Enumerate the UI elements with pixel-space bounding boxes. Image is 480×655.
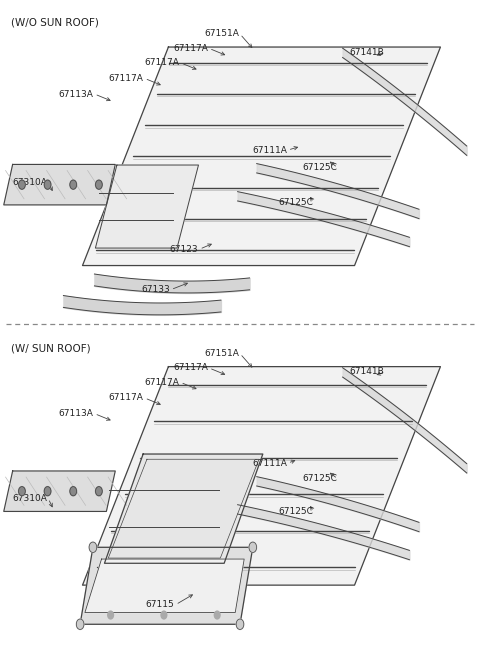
Circle shape: [19, 180, 25, 189]
Text: 67117A: 67117A: [109, 394, 144, 402]
Text: 67111A: 67111A: [252, 458, 287, 468]
Text: 67125C: 67125C: [278, 507, 313, 516]
Circle shape: [89, 542, 97, 553]
Text: 67125C: 67125C: [302, 163, 337, 172]
Text: 67123: 67123: [170, 245, 199, 253]
Text: 67117A: 67117A: [144, 378, 180, 387]
Text: 67117A: 67117A: [173, 364, 208, 373]
Polygon shape: [105, 454, 263, 563]
Text: (W/O SUN ROOF): (W/O SUN ROOF): [11, 18, 99, 28]
Text: 67133: 67133: [141, 285, 170, 294]
Text: 67113A: 67113A: [59, 409, 94, 418]
Circle shape: [215, 611, 220, 619]
Text: 67117A: 67117A: [144, 58, 180, 67]
Polygon shape: [83, 367, 441, 585]
Polygon shape: [4, 471, 115, 512]
Text: 67113A: 67113A: [59, 90, 94, 98]
Polygon shape: [83, 47, 441, 265]
Circle shape: [161, 611, 167, 619]
Circle shape: [19, 487, 25, 496]
Text: 67117A: 67117A: [173, 44, 208, 53]
Text: (W/ SUN ROOF): (W/ SUN ROOF): [11, 344, 91, 354]
Circle shape: [76, 619, 84, 629]
Text: 67125C: 67125C: [278, 198, 313, 207]
Text: 67115: 67115: [146, 600, 175, 609]
Polygon shape: [4, 164, 115, 205]
Text: 67310A: 67310A: [12, 494, 47, 503]
Circle shape: [96, 180, 102, 189]
Polygon shape: [80, 548, 253, 624]
Circle shape: [70, 487, 77, 496]
Circle shape: [70, 180, 77, 189]
Circle shape: [44, 487, 51, 496]
Circle shape: [96, 487, 102, 496]
Text: 67151A: 67151A: [204, 29, 239, 39]
Text: 67310A: 67310A: [12, 178, 47, 187]
Text: 67111A: 67111A: [252, 145, 287, 155]
Circle shape: [236, 619, 244, 629]
Text: 67125C: 67125C: [302, 474, 337, 483]
Polygon shape: [96, 165, 199, 248]
Circle shape: [108, 611, 113, 619]
Text: 67117A: 67117A: [109, 74, 144, 83]
Text: 67141B: 67141B: [350, 48, 384, 57]
Text: 67151A: 67151A: [204, 349, 239, 358]
Circle shape: [249, 542, 257, 553]
Text: 67141B: 67141B: [350, 367, 384, 377]
Circle shape: [44, 180, 51, 189]
Polygon shape: [85, 559, 244, 612]
